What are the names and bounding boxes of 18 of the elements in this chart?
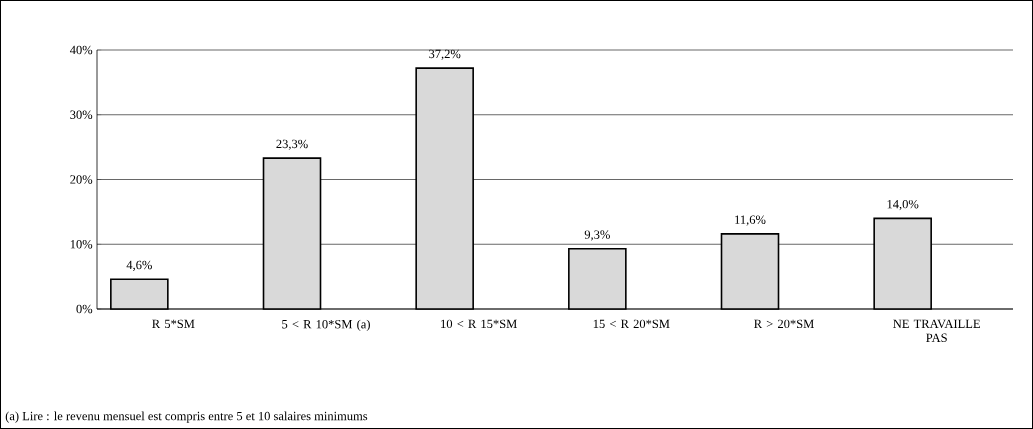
x-tick-label: R 5*SM — [152, 319, 195, 329]
x-tick-label: R > 20*SM — [754, 319, 814, 329]
x-tick-label: 5 < R 10*SM (a) — [282, 319, 370, 331]
y-tick-label: 30% — [70, 110, 93, 119]
y-tick-label: 40% — [69, 45, 93, 55]
x-tick-label: 10 < R 15*SM — [441, 319, 517, 329]
y-tick-label: 20% — [70, 175, 93, 184]
x-tick-label: NE TRAVAILLE PAS — [893, 319, 980, 343]
data-label: 37,2% — [429, 49, 461, 60]
data-label: 4,6% — [126, 260, 152, 272]
text: (a) Lire : le revenu mensuel est compris entre 5 et 10 salaires minimums — [5, 411, 368, 423]
data-label: 14,0% — [887, 199, 919, 211]
y-tick-label: 10% — [70, 240, 93, 249]
data-label: 9,3% — [584, 230, 610, 241]
data-label: 23,3% — [276, 139, 308, 150]
data-label: 11,6% — [735, 215, 766, 226]
y-tick-label: 0% — [76, 304, 93, 314]
x-tick-label: 15 < R 20*SM — [593, 319, 670, 329]
